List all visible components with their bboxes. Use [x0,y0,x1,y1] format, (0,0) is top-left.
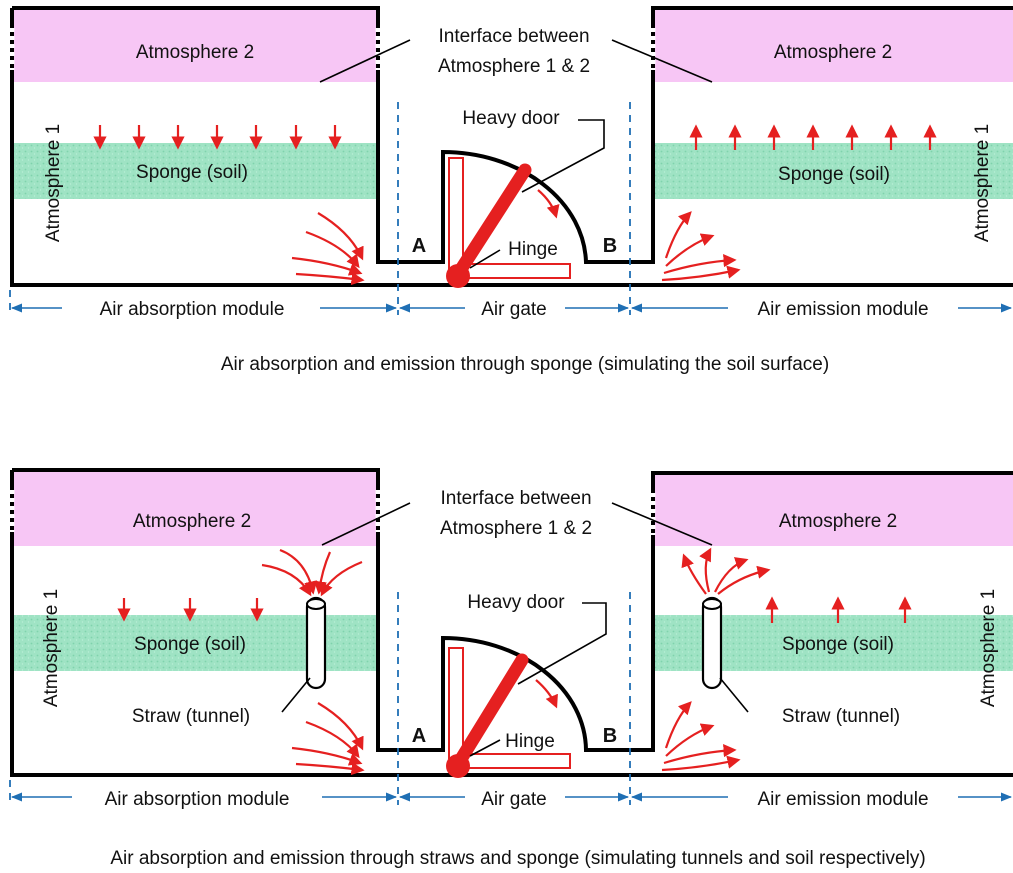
hinge-leader [469,739,501,757]
atmosphere2-label-right: Atmosphere 2 [779,511,897,532]
hinge-pin [446,264,470,288]
hinge-pin [446,754,470,778]
heavy-door-leader [517,602,607,685]
figure-caption: Air absorption and emission through spon… [221,354,829,375]
heavy-door [451,163,532,281]
door-outline-horizontal [461,263,571,279]
left-chamber-wall [10,6,1013,287]
point-b-label: B [603,725,617,747]
straw-left [305,596,327,690]
atmosphere1-label-right: Atmosphere 1 [972,124,993,242]
sponge-label-left: Sponge (soil) [136,162,248,183]
straw-label-right: Straw (tunnel) [782,706,900,727]
sponge-label-right: Sponge (soil) [782,634,894,655]
door-swing-arrow [535,679,558,709]
heavy-door-label: Heavy door [462,108,560,129]
atmosphere1-label-left: Atmosphere 1 [41,589,62,707]
inflow-arrows [291,212,365,286]
sponge-label-right: Sponge (soil) [778,164,890,185]
atmosphere2-band-right [653,473,1013,546]
interface-label-line1: Interface between [438,26,589,47]
module-absorption-label: Air absorption module [100,299,285,320]
straw-right-opening [702,598,722,610]
heavy-door-leader [521,119,605,193]
panel-tunnels-and-soil: Atmosphere 2 Atmosphere 2 Interface betw… [9,468,1013,869]
sponge-label-left: Sponge (soil) [134,634,246,655]
panel-soil-surface: Atmosphere 2 Atmosphere 2 Interface betw… [9,6,1013,375]
hinge-label: Hinge [508,239,558,260]
straw-inflow-arrows [261,548,363,597]
absorption-arrows [117,598,264,622]
straw-label-left: Straw (tunnel) [132,706,250,727]
emission-arrows [765,596,912,623]
straw-outflow-arrows [681,547,771,595]
sponge-band-left [12,143,378,199]
straw-right [701,596,723,690]
interface-label-line1: Interface between [440,488,591,509]
interface-label-line2: Atmosphere 1 & 2 [440,518,592,539]
emission-arrows [689,124,937,150]
door-outline-vertical [448,157,464,271]
outflow-arrows [661,701,741,772]
atmosphere1-label-left: Atmosphere 1 [43,124,64,242]
atmosphere1-label-right: Atmosphere 1 [978,589,999,707]
atmosphere2-label-right: Atmosphere 2 [774,42,892,63]
interface-leader-right [611,39,713,83]
chamber-walls [10,468,1013,777]
atmosphere2-band-left [12,8,378,82]
point-a-label: A [412,725,426,747]
module-gate-label: Air gate [481,789,546,810]
atmosphere2-label-left: Atmosphere 2 [133,511,251,532]
module-absorption-label: Air absorption module [105,789,290,810]
atmosphere2-band-left [12,470,378,546]
interface-leader-left [321,502,411,546]
heavy-door [451,653,529,771]
module-emission-label: Air emission module [757,299,928,320]
module-emission-label: Air emission module [757,789,928,810]
heavy-door-label: Heavy door [467,592,565,613]
atmosphere2-band-right [653,8,1013,82]
figure-caption: Air absorption and emission through stra… [110,848,925,869]
hinge-leader [469,249,501,269]
door-swing-arrow [537,189,560,219]
hinge-label: Hinge [505,731,555,752]
inflow-arrows [291,702,365,776]
module-gate-label: Air gate [481,299,546,320]
straw-left-leader [281,677,311,713]
sponge-band-right [653,143,1013,199]
door-outline-vertical [448,647,464,759]
straw-left-opening [306,598,326,610]
absorption-arrows [93,125,342,150]
interface-leader-left [319,39,411,83]
interface-leader-right [611,502,713,546]
atmosphere2-label-left: Atmosphere 2 [136,42,254,63]
point-b-label: B [603,235,617,257]
straw-right-leader [719,677,749,713]
door-outline-horizontal [461,753,571,769]
outflow-arrows [661,211,741,282]
interface-label-line2: Atmosphere 1 & 2 [438,56,590,77]
point-a-label: A [412,235,426,257]
